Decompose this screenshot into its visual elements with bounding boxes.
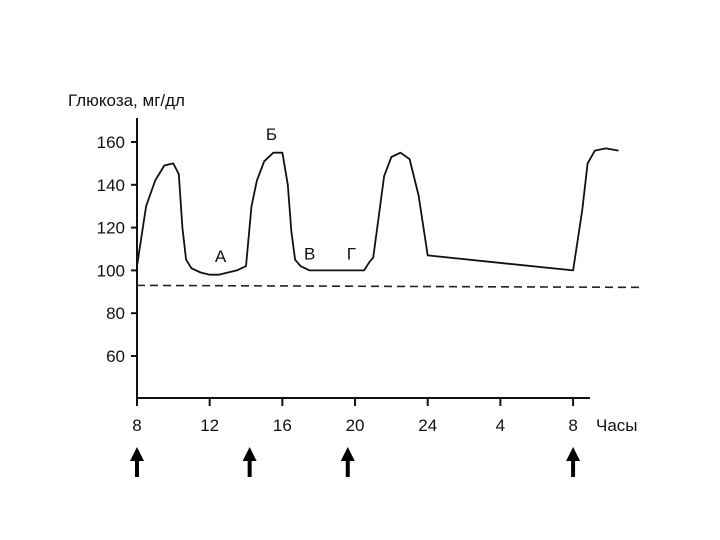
point-label: Б — [266, 125, 277, 144]
x-tick-label: 12 — [200, 416, 219, 435]
x-tick-label: 20 — [346, 416, 365, 435]
y-tick-label: 160 — [97, 133, 125, 152]
x-tick-label: 16 — [273, 416, 292, 435]
x-tick-label: 24 — [418, 416, 437, 435]
y-tick-label: 120 — [97, 219, 125, 238]
point-label: Г — [347, 245, 356, 264]
x-tick-label: 4 — [496, 416, 505, 435]
series-group — [136, 147, 619, 276]
dose-arrows — [130, 447, 581, 477]
y-tick-label: 80 — [106, 304, 125, 323]
reference-line-group — [136, 284, 643, 289]
x-axis-label: Часы — [596, 416, 638, 435]
glucose-curve — [136, 147, 619, 276]
axes — [136, 118, 590, 399]
y-tick-label: 60 — [106, 347, 125, 366]
point-label: В — [304, 245, 315, 264]
up-arrow-icon — [566, 447, 581, 477]
up-arrow-icon — [130, 447, 144, 477]
y-ticks: 60 80 100 120 140 160 — [97, 133, 137, 366]
x-tick-label: 8 — [568, 416, 577, 435]
y-axis-label: Глюкоза, мг/дл — [68, 91, 185, 110]
y-tick-label: 100 — [97, 261, 125, 280]
x-ticks: 8 12 16 20 24 4 8 — [132, 398, 578, 435]
point-labels: А Б В Г — [215, 125, 356, 266]
up-arrow-icon — [340, 447, 355, 477]
x-tick-label: 8 — [132, 416, 141, 435]
reference-line — [136, 284, 643, 289]
up-arrow-icon — [242, 447, 257, 477]
y-tick-label: 140 — [97, 176, 125, 195]
point-label: А — [215, 247, 227, 266]
